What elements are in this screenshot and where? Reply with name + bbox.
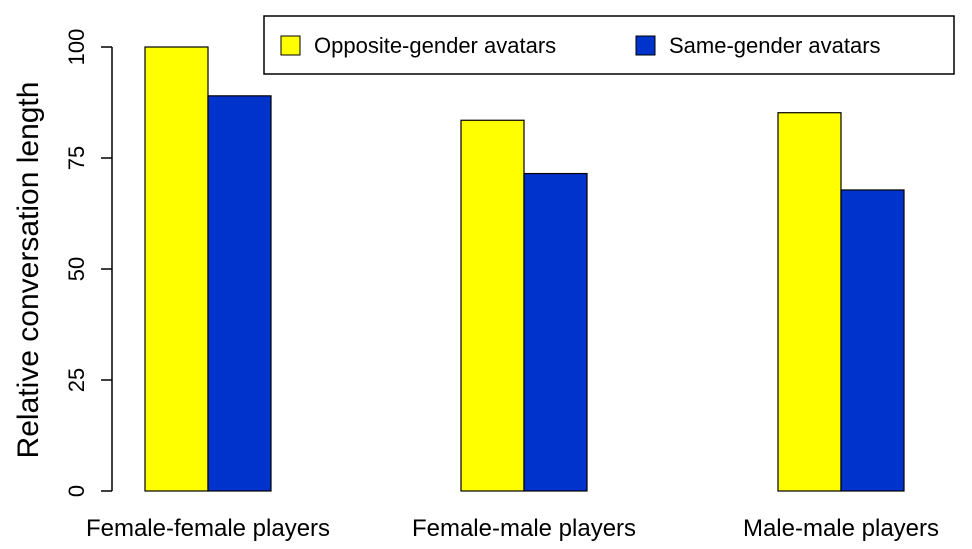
bar-opposite-gender-2 — [460, 119, 525, 492]
y-axis: 0 25 50 75 100 — [64, 29, 113, 497]
y-tick-label: 100 — [64, 29, 89, 66]
legend: Opposite-gender avatars Same-gender avat… — [263, 15, 955, 75]
y-tick-label: 25 — [64, 368, 89, 392]
x-category-label: Male-male players — [743, 515, 939, 542]
legend-box — [263, 15, 955, 75]
legend-label-same-gender: Same-gender avatars — [669, 33, 881, 58]
bar-opposite-gender-3 — [777, 112, 842, 492]
x-category-label: Female-male players — [412, 515, 636, 542]
legend-swatch-opposite-gender — [280, 35, 301, 56]
y-tick-label: 75 — [64, 146, 89, 170]
bar-opposite-gender-1 — [144, 46, 209, 492]
y-tick-label: 50 — [64, 257, 89, 281]
x-axis-labels: Female-female players Female-male players… — [86, 515, 939, 542]
legend-swatch-same-gender — [635, 35, 656, 56]
bars — [144, 46, 905, 492]
y-axis-title: Relative conversation length — [12, 82, 45, 459]
y-tick-label: 0 — [64, 485, 89, 497]
x-category-label: Female-female players — [86, 515, 330, 542]
bar-same-gender-2 — [523, 172, 588, 492]
legend-label-opposite-gender: Opposite-gender avatars — [314, 33, 556, 58]
bar-same-gender-3 — [840, 189, 905, 492]
bar-same-gender-1 — [207, 95, 272, 492]
